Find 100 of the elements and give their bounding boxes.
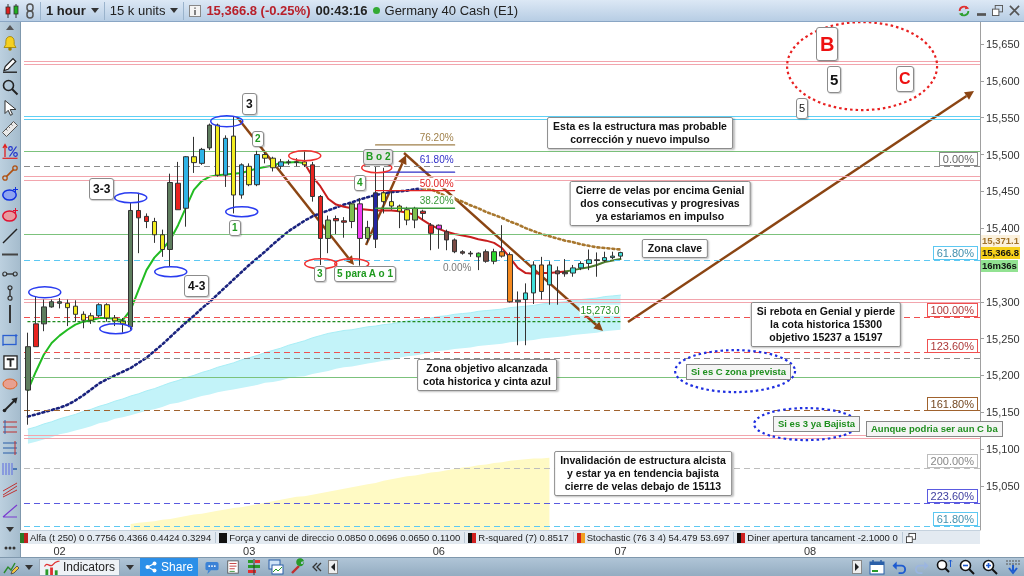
candlestick	[239, 162, 244, 200]
candlestick	[365, 220, 370, 244]
annotation: Si es 3 ya Bajista	[773, 416, 861, 432]
candlestick	[476, 251, 481, 271]
text: Força y canvi de direccio 0.0850 0.0696 0.0650 0.1100	[229, 532, 461, 543]
candlestick	[404, 206, 410, 226]
candlestick	[223, 134, 228, 188]
candlestick	[104, 302, 110, 323]
annotation: 61.80%	[932, 512, 978, 527]
annotation: 1	[229, 220, 241, 236]
candlestick	[183, 155, 189, 228]
annotation: 3	[242, 93, 257, 115]
y-tick-label: 15,650	[986, 38, 1020, 51]
annotation: Zona objetivo alcanzada cota historica y cinta azul	[417, 359, 557, 391]
x-tick-label: 07	[614, 544, 627, 557]
candlestick	[57, 297, 62, 309]
candlestick	[602, 251, 607, 263]
annotation: C	[896, 66, 914, 92]
candlestick	[333, 215, 339, 235]
annotation: Zona clave	[641, 239, 709, 258]
candlestick	[539, 256, 544, 301]
candlestick	[175, 161, 181, 211]
chart-title: Germany 40 Cash (E1)	[384, 3, 519, 18]
candlestick	[199, 147, 205, 166]
candlestick	[452, 237, 457, 254]
candlestick	[318, 194, 323, 266]
candlestick	[389, 189, 394, 211]
y-tick-label: 15,450	[986, 185, 1020, 198]
text: Share	[161, 560, 194, 574]
annotation: 123.60%	[926, 338, 978, 353]
candlestick	[207, 123, 212, 151]
candlestick	[618, 251, 623, 260]
y-tick-label: 15,150	[986, 406, 1020, 419]
candlestick	[491, 248, 497, 265]
text: 00:43:16	[315, 3, 368, 18]
text: 15,371.1	[981, 235, 1020, 247]
text: 15 k units	[109, 3, 166, 18]
annotation: 5 para A o 1	[334, 266, 396, 282]
annotation: Si es C zona prevista	[686, 364, 792, 380]
text: Alfa (t 250) 0 0.7756 0.4366 0.4424 0.3294	[30, 532, 212, 543]
candlestick	[555, 265, 560, 306]
text: Diner apertura tancament -2.1000 0	[747, 532, 898, 543]
candlestick	[81, 310, 86, 329]
text: 15,366.8	[981, 247, 1020, 259]
candlestick	[286, 159, 291, 166]
candlestick	[41, 299, 47, 332]
candlestick	[144, 212, 149, 229]
line-series	[564, 258, 622, 273]
candlestick	[136, 192, 141, 254]
candlestick	[397, 204, 402, 229]
candlestick	[412, 206, 418, 229]
annotation: 4	[354, 175, 366, 191]
y-tick-label: 15,050	[986, 479, 1020, 492]
candlestick	[302, 151, 307, 168]
candlestick	[499, 224, 505, 259]
candlestick	[523, 282, 528, 346]
candlestick	[562, 258, 568, 278]
candlestick	[96, 302, 102, 318]
annotation: B o 2	[363, 149, 394, 165]
candlestick	[231, 115, 236, 214]
annotation: 0.00%	[938, 152, 978, 167]
y-tick-label: 15,550	[986, 111, 1020, 124]
candlestick	[570, 264, 576, 278]
candlestick	[325, 215, 331, 254]
candlestick	[531, 260, 536, 305]
annotation: 3	[314, 266, 326, 282]
candlestick	[468, 250, 473, 258]
candlestick	[128, 201, 133, 331]
candlestick	[49, 299, 54, 309]
candlestick	[341, 216, 347, 239]
candlestick	[578, 260, 584, 271]
annotation: 0.00%	[443, 262, 472, 273]
series-label: 61.80%	[419, 154, 454, 166]
series-label: 15,273.0	[580, 304, 620, 316]
candlestick	[160, 229, 165, 258]
candlestick	[65, 299, 70, 327]
x-tick-label: 03	[243, 544, 256, 557]
annotation: Esta es la estructura mas probable corrección y nuevo impulso	[547, 117, 733, 149]
annotation: 4-3	[184, 275, 210, 297]
y-tick-label: 15,600	[986, 74, 1020, 87]
candlestick	[507, 251, 513, 303]
candlestick	[586, 249, 592, 271]
annotation: 3-3	[89, 178, 115, 200]
text: 16m36s	[981, 260, 1018, 272]
annotation: 223.60%	[926, 489, 978, 504]
candlestick	[167, 173, 173, 267]
candlestick	[88, 312, 94, 325]
annotation: Si rebota en Genial y pierde la cota historica 15300 objetivo 15237 a 15197	[750, 302, 902, 347]
x-tick-label: 02	[53, 544, 66, 557]
candlestick	[25, 332, 31, 426]
text: 1 hour	[46, 3, 86, 18]
annotation: 5	[796, 98, 809, 119]
text: Stochastic (76 3 4) 54.479 53.697	[586, 532, 730, 543]
candlestick	[357, 197, 363, 267]
y-tick-label: 15,400	[986, 222, 1020, 235]
candlestick	[483, 249, 489, 264]
y-tick-label: 15,500	[986, 148, 1020, 161]
candlestick	[373, 166, 378, 249]
annotation: 5	[827, 66, 842, 93]
candlestick	[460, 249, 465, 256]
